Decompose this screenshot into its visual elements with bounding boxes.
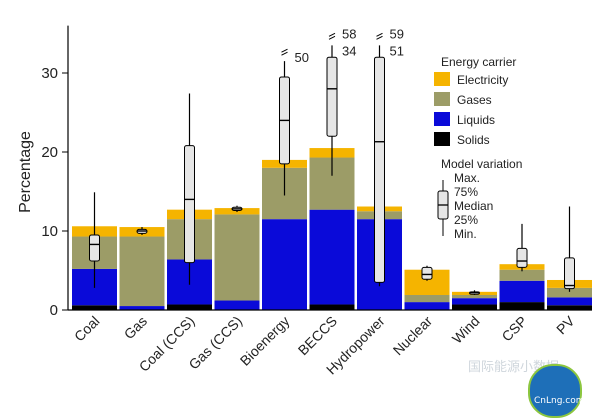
legend-title: Energy carrier (441, 55, 516, 69)
bar-segment-gases (404, 294, 450, 303)
x-tick-label: CSP (498, 313, 530, 345)
outlier-label: 34 (342, 43, 356, 58)
axis-break-mark (328, 32, 336, 37)
variation-legend-label: Median (454, 199, 493, 213)
box-iqr (184, 145, 195, 264)
variation-legend-label: 25% (454, 213, 478, 227)
model-variation-boxes: 50 58 34 59 51 (89, 26, 575, 295)
bar-segment-liquids (547, 297, 592, 306)
bar-segment-solids (309, 304, 355, 310)
axis-break-mark (281, 48, 288, 53)
box-iqr (516, 247, 528, 268)
legend: Energy carrier Electricity Gases Liquids So… (434, 55, 516, 147)
x-tick-label: Gas (121, 313, 150, 342)
axis-break-mark (376, 35, 383, 40)
bar-segment-gases (119, 236, 165, 307)
legend-swatch-gases (434, 92, 450, 106)
y-tick-label: 20 (41, 144, 58, 161)
bar-segment-gases (499, 269, 545, 281)
legend-label: Gases (457, 93, 492, 107)
bar-segment-liquids (499, 280, 545, 303)
box-iqr (89, 234, 100, 262)
x-tick-label: Coal (71, 313, 103, 345)
bar-segment-gases (547, 287, 592, 298)
legend-label: Solids (457, 133, 490, 147)
bar-segment-gases (214, 214, 260, 301)
y-tick-label: 10 (41, 223, 58, 240)
variation-legend-label: 75% (454, 185, 478, 199)
watermark-logo: CnLng.com (528, 364, 585, 418)
axis-break-mark (281, 51, 288, 56)
bar-segment-liquids (404, 302, 450, 310)
watermark-logo-text: CnLng.com (534, 396, 585, 406)
box-iqr (374, 56, 385, 283)
bar-segment-liquids (309, 209, 355, 305)
bar-segment-solids (499, 302, 545, 310)
box-iqr (421, 266, 433, 280)
bar-segment-solids (452, 304, 497, 310)
x-tick-label: BECCS (295, 313, 340, 358)
y-tick-label: 30 (41, 65, 58, 82)
legend-label: Electricity (457, 73, 508, 87)
legend-swatch-solids (434, 132, 450, 146)
bar-segment-solids (72, 305, 117, 310)
bar-segment-liquids (119, 306, 165, 310)
x-tick-label: Nuclear (390, 313, 436, 359)
bar-segment-liquids (262, 219, 307, 310)
bar-segment-liquids (452, 298, 497, 305)
y-axis: 0 10 20 30 (41, 25, 69, 319)
legend-swatch-liquids (434, 112, 450, 126)
variation-legend-label: Min. (454, 227, 477, 241)
bar-segment-solids (167, 304, 212, 310)
box-iqr (326, 56, 338, 137)
outlier-label: 59 (390, 26, 404, 41)
bar-segment-gases (452, 294, 497, 299)
outlier-label: 51 (390, 43, 404, 58)
outlier-label: 50 (295, 50, 309, 65)
variation-legend-title: Model variation (441, 157, 522, 171)
y-tick-label: 0 (50, 302, 58, 319)
legend-swatch-electricity (434, 72, 450, 86)
bar-segment-solids (547, 305, 592, 310)
outlier-label: 58 (342, 26, 356, 41)
variation-legend-label: Max. (454, 171, 480, 185)
x-tick-label: Bioenergy (237, 313, 293, 369)
x-tick-label: PV (553, 312, 578, 337)
axis-break-mark (376, 32, 383, 37)
bar-segment-liquids (214, 300, 260, 310)
legend-label: Liquids (457, 113, 495, 127)
y-axis-label: Percentage (17, 131, 34, 213)
axis-break-mark (328, 35, 336, 40)
x-tick-label: Wind (449, 313, 483, 347)
box-iqr (564, 257, 575, 290)
